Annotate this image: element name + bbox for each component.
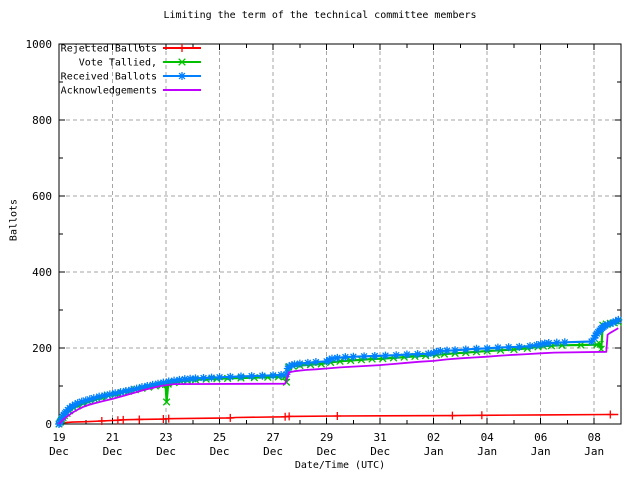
x-tick-month: Dec <box>49 445 69 458</box>
legend-item-acks: Acknowledgements <box>61 86 201 97</box>
series-markers-received <box>55 315 623 428</box>
x-tick-day: 23 <box>159 431 172 444</box>
legend-label-rejected: Rejected Ballots <box>61 44 157 55</box>
legend-item-tallied: Vote Tallied, <box>79 58 201 69</box>
x-tick-day: 02 <box>427 431 440 444</box>
y-tick-label: 600 <box>32 190 52 203</box>
y-tick-label: 200 <box>32 342 52 355</box>
x-tick-month: Dec <box>317 445 337 458</box>
gridlines <box>59 44 621 424</box>
x-tick-day: 25 <box>213 431 226 444</box>
x-tick-day: 27 <box>266 431 279 444</box>
legend-label-acks: Acknowledgements <box>61 86 157 97</box>
x-tick-day: 21 <box>106 431 119 444</box>
x-tick-day: 08 <box>588 431 601 444</box>
x-tick-month: Dec <box>370 445 390 458</box>
x-tick-month: Dec <box>210 445 230 458</box>
x-axis-title: Date/Time (UTC) <box>294 460 386 471</box>
x-tick-day: 31 <box>374 431 387 444</box>
legend-item-rejected: Rejected Ballots <box>61 44 201 55</box>
y-tick-label: 800 <box>32 114 52 127</box>
x-tick-month: Jan <box>424 445 444 458</box>
series-markers-tallied <box>55 318 623 428</box>
y-tick-label: 0 <box>45 418 52 431</box>
y-tick-label: 400 <box>32 266 52 279</box>
legend-marker-received <box>178 72 186 80</box>
legend-marker-rejected <box>178 44 186 52</box>
x-tick-day: 04 <box>481 431 495 444</box>
x-tick-month: Jan <box>477 445 497 458</box>
legend-label-tallied: Vote Tallied, <box>79 58 157 69</box>
x-tick-month: Dec <box>263 445 283 458</box>
legend-marker-tallied <box>178 58 186 66</box>
legend-label-received: Received Ballots <box>61 72 157 83</box>
legend-item-received: Received Ballots <box>61 72 201 83</box>
x-tick-day: 29 <box>320 431 333 444</box>
series-line-acks <box>58 327 619 425</box>
series-line-rejected <box>58 413 619 425</box>
y-tick-label: 1000 <box>26 38 53 51</box>
x-tick-day: 06 <box>534 431 547 444</box>
x-tick-month: Dec <box>156 445 176 458</box>
x-tick-month: Jan <box>531 445 551 458</box>
chart-title: Limiting the term of the technical commi… <box>163 10 477 21</box>
x-tick-month: Dec <box>103 445 123 458</box>
series-line-received <box>58 318 619 425</box>
x-tick-month: Jan <box>584 445 604 458</box>
x-tick-day: 19 <box>52 431 65 444</box>
series-line-tallied <box>58 321 619 425</box>
